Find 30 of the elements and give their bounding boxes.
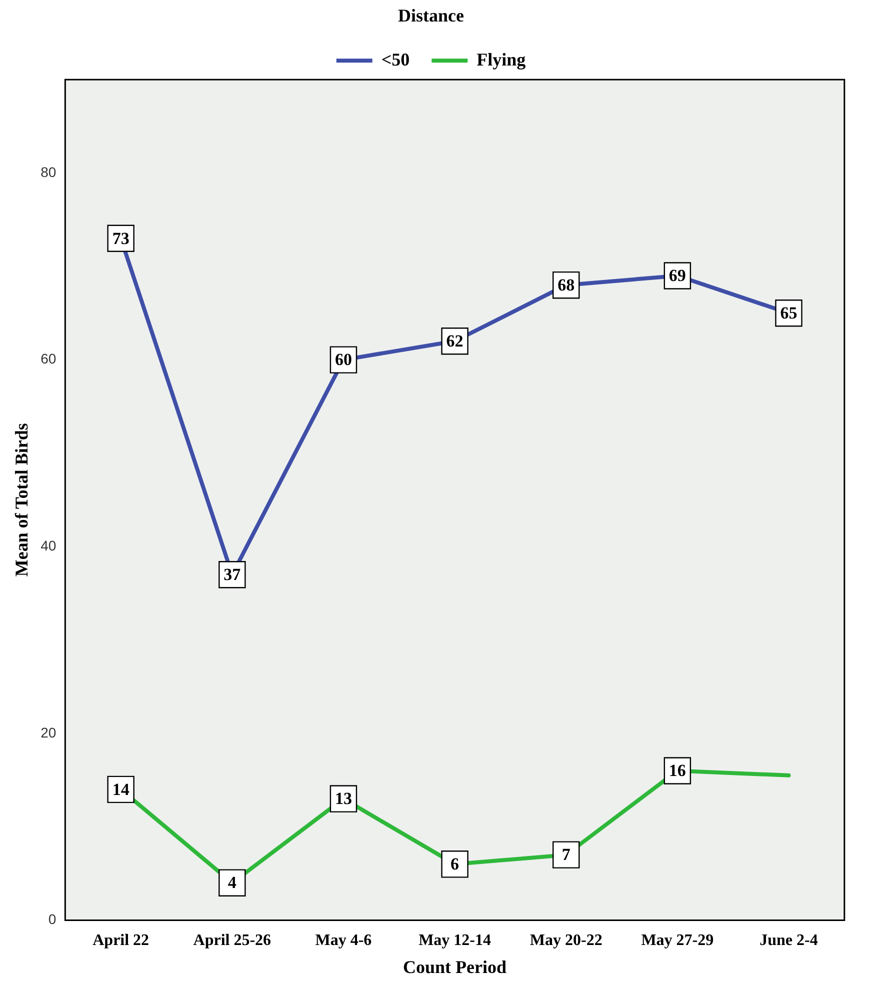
- data-label: 69: [668, 266, 686, 286]
- data-label: 73: [112, 228, 130, 248]
- data-label: 13: [334, 789, 352, 808]
- x-tick-label: June 2-4: [760, 932, 818, 949]
- x-tick-label: May 12-14: [418, 932, 492, 949]
- y-tick-label: 60: [40, 350, 56, 367]
- data-label: 37: [224, 565, 242, 584]
- data-label: 16: [668, 761, 686, 780]
- legend-label: <50: [381, 49, 410, 70]
- x-tick-label: May 27-29: [641, 932, 714, 949]
- data-label: 60: [334, 350, 352, 370]
- y-tick-label: 40: [40, 537, 56, 554]
- data-label: 62: [446, 332, 464, 351]
- data-label: 14: [112, 780, 130, 799]
- data-label: 4: [228, 873, 237, 892]
- data-label: 6: [450, 854, 460, 874]
- y-axis-title: Mean of Total Birds: [11, 423, 32, 577]
- legend-label: Flying: [476, 49, 526, 70]
- y-tick-label: 80: [40, 164, 56, 180]
- x-tick-label: April 25-26: [193, 932, 272, 949]
- x-tick-label: April 22: [92, 932, 150, 949]
- x-tick-label: May 20-22: [530, 932, 602, 949]
- x-tick-label: May 4-6: [315, 932, 372, 949]
- data-label: 65: [780, 303, 798, 322]
- legend-title: Distance: [398, 6, 464, 26]
- x-axis-title: Count Period: [403, 956, 507, 977]
- y-tick-label: 20: [40, 724, 56, 740]
- data-label: 68: [558, 275, 575, 294]
- y-tick-label: 0: [48, 911, 56, 928]
- data-label: 7: [562, 845, 571, 864]
